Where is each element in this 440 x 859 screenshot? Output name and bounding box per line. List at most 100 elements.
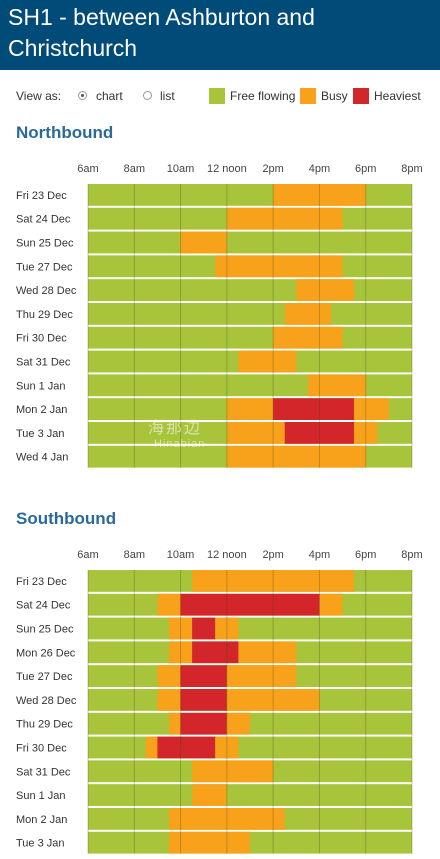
southbound-chart: 6am 8am 10am 12 noon 2pm 4pm 6pm 8pm Fri 23 Dec S… [16,549,423,854]
chart-radio[interactable] [78,91,87,100]
southbound-row-fri-30-dec-busy-segment [215,736,239,759]
southbound-row-sun-25-dec-busy-segment [169,617,193,640]
southbound-row-mon-26-dec-busy-segment [238,641,297,664]
northbound-row-tue-3-jan-busy-segment [226,422,285,444]
southbound-day-label: Tue 27 Dec [16,671,73,683]
southbound-row-mon-26-dec-heaviest-segment [192,641,239,664]
southbound-tick-label: 8am [124,549,145,561]
southbound-day-label: Fri 30 Dec [16,743,67,755]
southbound-row-thu-29-dec-heaviest-segment [180,712,227,735]
southbound-row-fri-30-dec-busy-segment [145,736,158,759]
northbound-day-label: Sat 31 Dec [16,357,71,369]
chart-radio-label[interactable]: chart [96,89,123,103]
northbound-row-tue-3-jan-heaviest-segment [284,422,355,444]
southbound-row-sat-31-dec-busy-segment [192,760,274,783]
page-title: SH1 - between Ashburton and Christchurch [8,4,315,61]
northbound-day-label: Sun 1 Jan [16,380,66,392]
northbound-day-label: Wed 4 Jan [16,452,68,464]
southbound-tick-label: 2pm [262,549,283,561]
southbound-row-fri-30-dec-free [88,736,412,759]
northbound-row-thu-29-dec-busy-segment [284,303,331,325]
northbound-tick-label: 4pm [309,163,330,175]
northbound-row-tue-3-jan-busy-segment [354,422,378,444]
southbound-day-label: Sat 24 Dec [16,600,71,612]
southbound-day-label: Mon 2 Jan [16,814,67,826]
southbound-row-fri-30-dec-heaviest-segment [157,736,216,759]
northbound-day-label: Thu 29 Dec [16,309,73,321]
northbound-row-fri-30-dec-busy-segment [273,326,343,349]
northbound-tick-label: 2pm [262,163,283,175]
southbound-day-label: Fri 23 Dec [16,576,67,588]
view-as-label: View as: [16,89,62,103]
southbound-day-label: Thu 29 Dec [16,719,73,731]
northbound-row-sat-24-dec-busy-segment [226,207,343,230]
legend-busy-swatch [300,88,316,104]
southbound-row-tue-27-dec-busy-segment [157,665,181,687]
view-controls: View as: chart list Free flowing Busy He… [0,84,440,110]
northbound-row-sun-1-jan-busy-segment [307,374,366,397]
legend-free-flowing-label: Free flowing [230,89,296,103]
northbound-row-sat-31-dec-busy-segment [238,350,297,373]
southbound-tick-label: 10am [167,549,195,561]
southbound-row-sun-25-dec-free [88,617,412,640]
legend-heaviest-swatch [353,88,369,104]
southbound-day-label: Sun 1 Jan [16,790,66,802]
northbound-title: Northbound [16,123,114,142]
southbound-tick-label: 4pm [309,549,330,561]
legend-free-flowing-swatch [209,88,225,104]
northbound-row-mon-2-jan-heaviest-segment [273,398,355,420]
northbound-day-label: Fri 30 Dec [16,333,67,345]
southbound-row-mon-2-jan-busy-segment [169,808,285,830]
northbound-tick-label: 8am [124,163,145,175]
northbound-row-fri-30-dec-free [88,326,412,349]
northbound-row-mon-2-jan-busy-segment [354,398,389,420]
southbound-row-tue-27-dec-heaviest-segment [180,665,227,687]
southbound-row-fri-23-dec-busy-segment [192,570,355,592]
northbound-row-tue-27-dec-busy-segment [215,255,343,278]
northbound-tick-label: 10am [167,163,195,175]
southbound-row-sat-24-dec-busy-segment [319,593,343,616]
northbound-day-label: Mon 2 Jan [16,404,67,416]
southbound-row-thu-29-dec-busy-segment [226,712,250,735]
northbound-day-label: Fri 23 Dec [16,190,67,202]
southbound-day-label: Sat 31 Dec [16,766,71,778]
southbound-title: Southbound [16,509,117,528]
northbound-chart: 6am 8am 10am 12 noon 2pm 4pm 6pm 8pm Fri 23 Dec S… [16,163,423,468]
legend-busy-label: Busy [321,89,348,103]
southbound-row-tue-27-dec-busy-segment [226,665,297,687]
southbound-row-sun-25-dec-heaviest-segment [192,617,216,640]
southbound-day-label: Mon 26 Dec [16,647,76,659]
southbound-day-label: Sun 25 Dec [16,624,74,636]
northbound-day-label: Sat 24 Dec [16,214,71,226]
southbound-row-mon-26-dec-busy-segment [169,641,193,664]
list-radio-label[interactable]: list [160,89,175,103]
southbound-row-sun-1-jan-busy-segment [192,784,227,806]
southbound-row-wed-28-dec-busy-segment [226,689,320,711]
northbound-tick-label: 6pm [355,163,376,175]
southbound-row-tue-3-jan-busy-segment [169,831,250,854]
northbound-day-label: Tue 27 Dec [16,261,73,273]
northbound-row-wed-4-jan-busy-segment [226,445,366,468]
northbound-row-thu-29-dec-free [88,303,412,325]
northbound-row-fri-23-dec-busy-segment [273,184,366,206]
northbound-tick-label: 12 noon [207,163,247,175]
southbound-row-sun-1-jan-free [88,784,412,806]
southbound-row-thu-29-dec-busy-segment [169,712,181,735]
southbound-day-label: Tue 3 Jan [16,838,65,850]
northbound-row-sun-25-dec-free [88,231,412,254]
southbound-row-sat-24-dec-busy-segment [157,593,181,616]
northbound-row-wed-28-dec-busy-segment [296,279,355,301]
northbound-day-label: Wed 28 Dec [16,285,77,297]
northbound-row-sun-25-dec-busy-segment [180,231,227,254]
northbound-row-mon-2-jan-busy-segment [226,398,274,420]
northbound-day-label: Sun 25 Dec [16,238,74,250]
northbound-row-wed-28-dec-free [88,279,412,301]
southbound-day-label: Wed 28 Dec [16,695,77,707]
northbound-tick-label: 6am [77,163,98,175]
southbound-row-sat-24-dec-heaviest-segment [180,593,320,616]
northbound-tick-label: 8pm [401,163,422,175]
list-radio[interactable] [143,91,152,100]
southbound-row-wed-28-dec-heaviest-segment [180,689,227,711]
southbound-row-sun-25-dec-busy-segment [215,617,239,640]
southbound-tick-label: 12 noon [207,549,247,561]
